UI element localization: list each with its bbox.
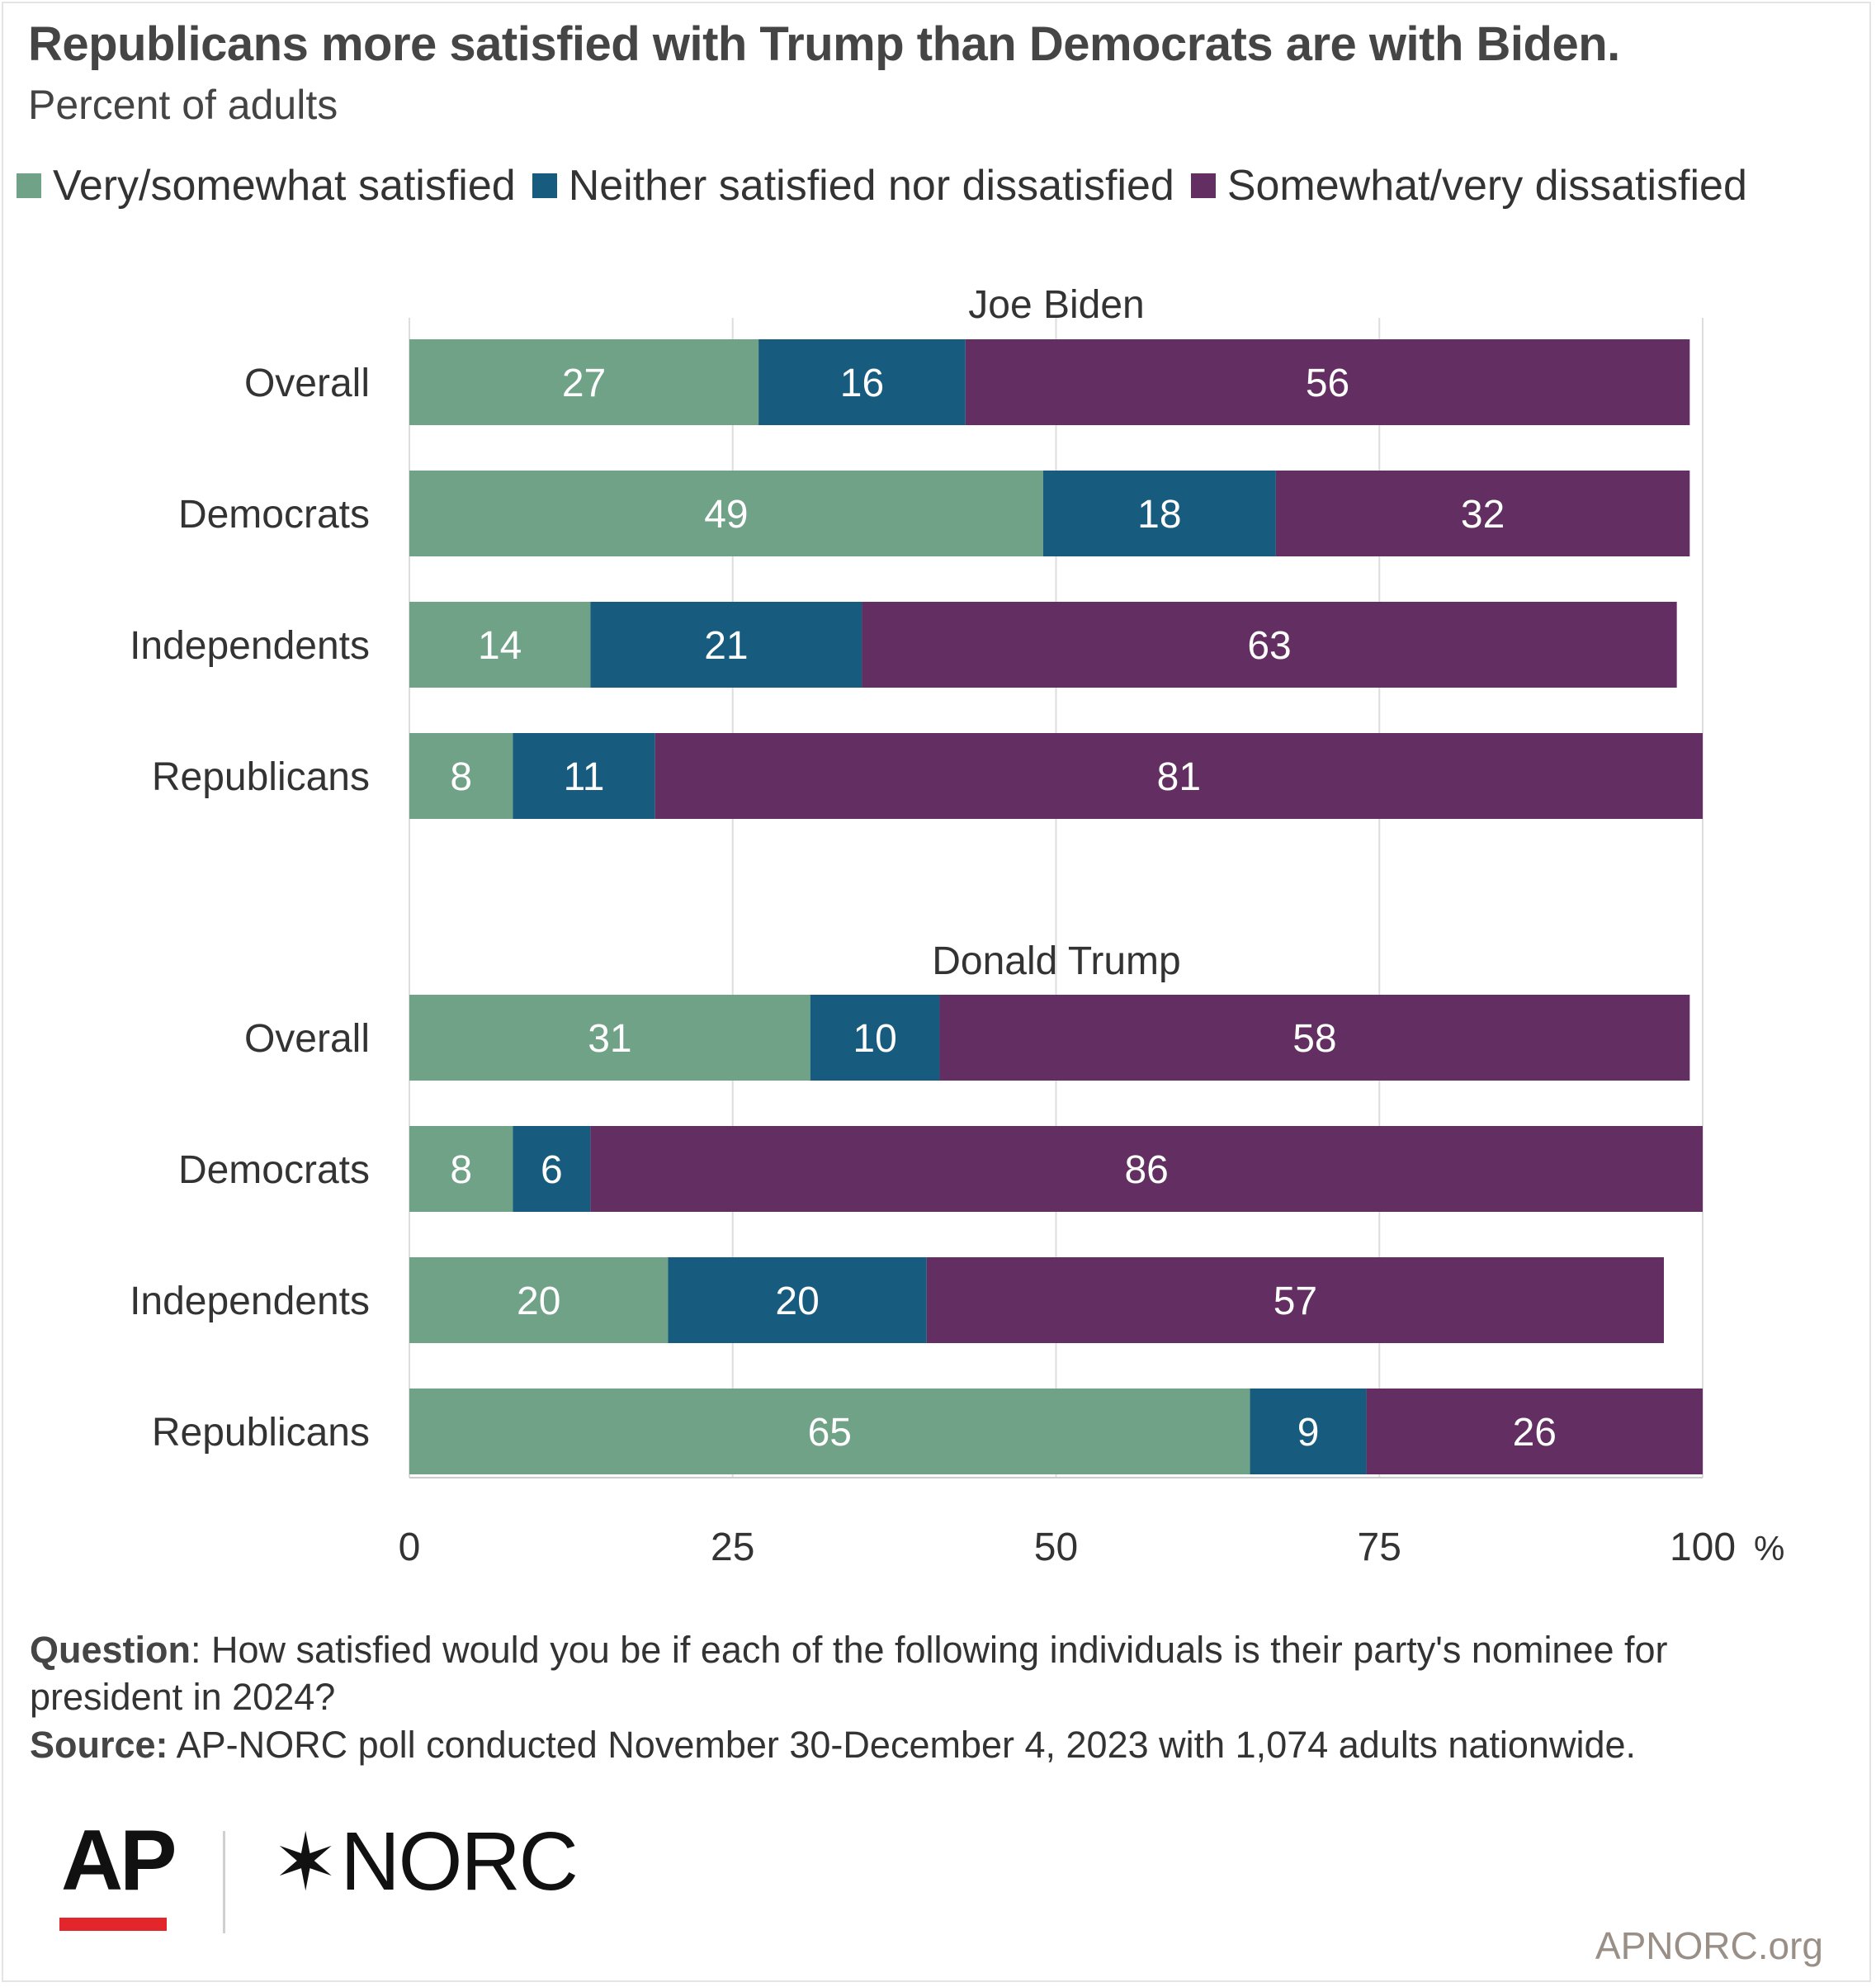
bar-segment [409, 339, 759, 425]
bar-segment [1275, 471, 1690, 556]
legend-label-dissatisfied: Somewhat/very dissatisfied [1226, 162, 1747, 210]
data-label: 31 [588, 1017, 631, 1061]
bar-segment [862, 602, 1677, 688]
logo-divider [223, 1831, 225, 1933]
bar-segment [758, 339, 966, 425]
group-title: Joe Biden [968, 283, 1145, 327]
bar-segment [810, 995, 940, 1081]
data-label: 18 [1137, 493, 1181, 537]
x-tick-label: 75 [1358, 1526, 1401, 1568]
data-label: 14 [478, 624, 522, 668]
data-label: 9 [1297, 1411, 1320, 1455]
data-label: 11 [564, 755, 605, 799]
legend-swatch-neither [532, 173, 557, 198]
norc-logo-text: NORC [340, 1815, 578, 1908]
bar-segment [409, 1389, 1250, 1474]
source-label: Source: [30, 1724, 168, 1766]
chart-subtitle: Percent of adults [28, 82, 338, 128]
norc-star-icon: ✶ [272, 1819, 338, 1907]
x-tick-label: 0 [399, 1526, 421, 1568]
bar-segment [926, 1257, 1664, 1343]
bar-segment [409, 471, 1043, 556]
data-label: 56 [1306, 362, 1349, 405]
bar-segment [939, 995, 1690, 1081]
data-label: 49 [704, 493, 748, 537]
row-label: Democrats [178, 1148, 370, 1192]
x-unit-label: % [1754, 1529, 1784, 1568]
data-label: 86 [1124, 1148, 1168, 1192]
bar-segment [1366, 1389, 1703, 1474]
data-label: 16 [840, 362, 884, 405]
legend: Very/somewhat satisfied Neither satisfie… [17, 157, 1764, 215]
data-label: 63 [1247, 624, 1291, 668]
bar-segment [409, 1257, 669, 1343]
row-label: Overall [244, 362, 370, 405]
bar-segment [409, 602, 591, 688]
data-label: 32 [1461, 493, 1505, 537]
legend-item-neither: Neither satisfied nor dissatisfied [532, 161, 1174, 211]
data-label: 57 [1274, 1280, 1317, 1323]
data-label: 21 [704, 624, 748, 668]
source-text: AP-NORC poll conducted November 30-Decem… [168, 1724, 1637, 1766]
row-label: Independents [130, 624, 370, 668]
bar-segment [1250, 1389, 1367, 1474]
data-label: 26 [1513, 1411, 1557, 1455]
row-label: Democrats [178, 493, 370, 537]
legend-swatch-satisfied [17, 173, 41, 198]
chart-title: Republicans more satisfied with Trump th… [28, 17, 1620, 71]
row-label: Overall [244, 1017, 370, 1061]
data-label: 65 [808, 1411, 852, 1455]
source-note: Source: AP-NORC poll conducted November … [30, 1721, 1829, 1768]
bar-segment [654, 733, 1703, 819]
data-label: 6 [541, 1148, 563, 1192]
bar-segment [409, 995, 810, 1081]
group-title: Donald Trump [932, 939, 1180, 983]
bar-segment [513, 1126, 591, 1212]
bar-segment [668, 1257, 927, 1343]
stacked-bar-chart: Joe Biden Overall 27 16 56 Democrats 49 18 32 Ind… [130, 283, 1784, 1568]
website-label: APNORC.org [1595, 1924, 1823, 1967]
question-text: : How satisfied would you be if each of … [30, 1629, 1668, 1718]
bar-segment [513, 733, 655, 819]
data-label: 27 [562, 362, 606, 405]
norc-logo: ✶NORC [272, 1814, 579, 1909]
data-label: 58 [1292, 1017, 1336, 1061]
bar-segment [965, 339, 1690, 425]
row-label: Republicans [152, 1411, 370, 1455]
data-label: 81 [1157, 755, 1201, 799]
ap-logo: AP [61, 1813, 177, 1909]
data-label: 8 [450, 1148, 472, 1192]
bar-segment [590, 1126, 1703, 1212]
legend-swatch-dissatisfied [1190, 173, 1216, 198]
bar-segment [409, 733, 513, 819]
bar-segment [590, 602, 862, 688]
data-label: 8 [450, 755, 472, 799]
data-label: 10 [853, 1017, 896, 1061]
x-tick-label: 50 [1034, 1526, 1078, 1568]
x-tick-label: 25 [711, 1526, 754, 1568]
x-tick-label: 100 [1670, 1526, 1736, 1568]
question-note: Question: How satisfied would you be if … [30, 1626, 1829, 1720]
row-label: Republicans [152, 755, 370, 799]
row-label: Independents [130, 1280, 370, 1323]
legend-label-satisfied: Very/somewhat satisfied [53, 162, 516, 210]
data-label: 20 [517, 1280, 560, 1323]
bar-segment [1042, 471, 1276, 556]
legend-item-satisfied: Very/somewhat satisfied [17, 161, 516, 211]
legend-label-neither: Neither satisfied nor dissatisfied [568, 162, 1174, 210]
bar-segment [409, 1126, 513, 1212]
ap-logo-bar [59, 1918, 167, 1931]
legend-item-dissatisfied: Somewhat/very dissatisfied [1190, 161, 1747, 211]
data-label: 20 [775, 1280, 819, 1323]
question-label: Question [30, 1629, 191, 1671]
